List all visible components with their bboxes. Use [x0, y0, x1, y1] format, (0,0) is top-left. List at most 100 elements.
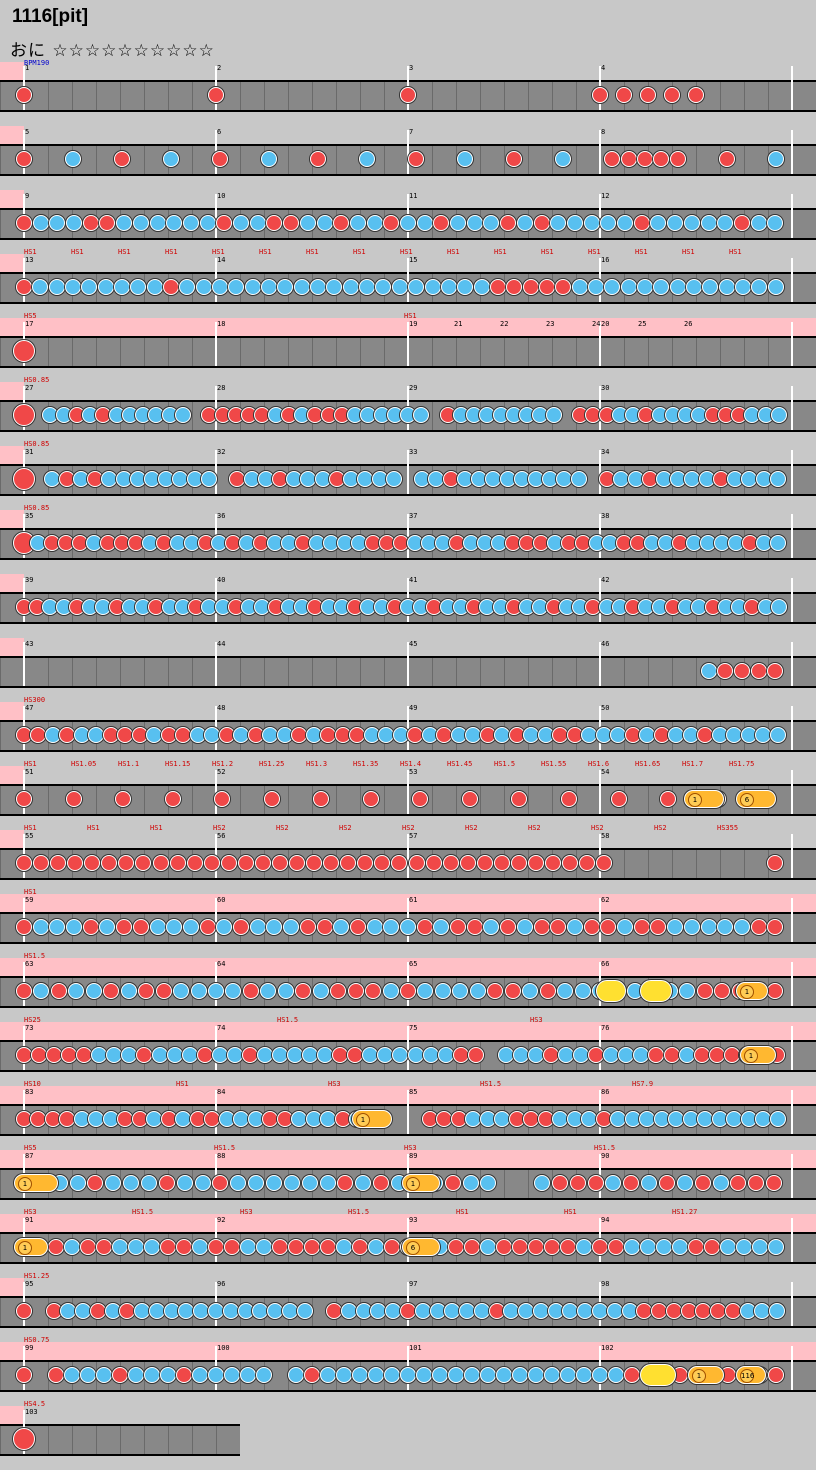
scroll-speed-label: HS1 [456, 1208, 469, 1216]
lane-cell [168, 82, 192, 110]
scroll-speed-label: HS1.5 [348, 1208, 370, 1216]
ka-note [545, 407, 562, 423]
scroll-speed-label: HS1 [24, 888, 37, 896]
measure-number: 50 [601, 704, 610, 712]
don-note [99, 215, 116, 231]
ka-note [683, 215, 700, 231]
don-note [169, 855, 186, 871]
bar-line [791, 1282, 793, 1326]
ka-note [283, 919, 300, 935]
ka-note [434, 983, 451, 999]
measure-number: 51 [25, 768, 34, 776]
don-note [254, 855, 271, 871]
measure-number: 1 [25, 64, 30, 72]
bar-line [599, 322, 601, 366]
lane-cell [96, 82, 120, 110]
don-note [80, 1239, 96, 1255]
ka-note [667, 919, 684, 935]
lane-cell [288, 146, 312, 174]
don-note [555, 279, 572, 295]
don-note [16, 983, 32, 999]
don-note [16, 279, 32, 295]
ka-note [769, 471, 786, 487]
ka-note [208, 1303, 224, 1319]
bar-line [407, 322, 409, 366]
measure-number: 49 [409, 704, 418, 712]
lane-cell [192, 786, 216, 814]
score-row: 35 36 37 38 HS0.85 [0, 504, 816, 574]
don-note [493, 855, 510, 871]
ka-note [211, 1047, 228, 1063]
don-note [233, 919, 250, 935]
don-note [496, 1239, 512, 1255]
ka-note [566, 215, 583, 231]
bpm-label: BPM190 [24, 59, 50, 67]
lane-cell [528, 658, 552, 686]
don-note [688, 87, 704, 103]
scroll-speed-label: HS3 [24, 1208, 37, 1216]
ka-note [497, 1047, 514, 1063]
ka-note [726, 1111, 743, 1127]
measure-number: 17 [25, 320, 34, 328]
don-note [16, 855, 32, 871]
gogo-band [0, 1278, 24, 1296]
ka-note [516, 919, 533, 935]
drumroll-note: 116 [736, 1366, 766, 1384]
don-note [425, 855, 442, 871]
lane-cell [576, 338, 600, 366]
lane-cell [792, 786, 816, 814]
lane-cell [384, 338, 408, 366]
ka-note [336, 1239, 352, 1255]
ka-note [128, 1367, 144, 1383]
measure-number: 88 [217, 1152, 226, 1160]
lane-cell [552, 658, 576, 686]
don-note [688, 1239, 704, 1255]
scroll-speed-label: HS3 [404, 1144, 417, 1152]
scroll-speed-label: HS1 [682, 248, 695, 256]
lane-cell [480, 82, 504, 110]
score-row: 43 44 45 46 [0, 638, 816, 702]
lane-cell [288, 786, 312, 814]
measure-number: 58 [601, 832, 610, 840]
score-row: 63 64 65 66 HS1.5 [0, 952, 816, 1022]
ka-note [336, 1367, 352, 1383]
scroll-speed-label: HS1 [494, 248, 507, 256]
ka-note [424, 279, 441, 295]
lane-cell [240, 786, 264, 814]
scroll-speed-label: HS1.5 [132, 1208, 154, 1216]
measure-number: 11 [409, 192, 418, 200]
bar-line [215, 322, 217, 366]
don-note [680, 1303, 697, 1319]
don-note [717, 663, 734, 679]
ka-note [366, 215, 383, 231]
ka-note [636, 279, 653, 295]
ka-note [550, 215, 567, 231]
drumroll-note: 1 [740, 1046, 776, 1064]
ka-note [85, 983, 102, 999]
don-note [31, 1047, 48, 1063]
ka-note [700, 663, 717, 679]
ka-note [212, 279, 229, 295]
measure-number: 27 [25, 384, 34, 392]
scroll-speed-label: HS3 [240, 1208, 253, 1216]
bar-line [215, 642, 217, 686]
don-note [208, 1239, 224, 1255]
gogo-band [0, 766, 24, 784]
gogo-band [0, 254, 24, 272]
lane-cell [792, 1234, 816, 1262]
scroll-speed-label: HS1.2 [212, 760, 234, 768]
ka-note [368, 1239, 384, 1255]
ka-note [359, 151, 376, 167]
ka-note [176, 1175, 193, 1191]
ka-note [256, 1367, 272, 1383]
don-note [50, 855, 67, 871]
measure-number: 73 [25, 1024, 34, 1032]
ka-note [320, 1367, 336, 1383]
ka-note [228, 279, 245, 295]
don-note [551, 1175, 568, 1191]
lane-cell [528, 82, 552, 110]
ka-note [544, 1367, 560, 1383]
lane-cell [48, 338, 72, 366]
ka-note [560, 1367, 576, 1383]
ka-note [685, 279, 702, 295]
